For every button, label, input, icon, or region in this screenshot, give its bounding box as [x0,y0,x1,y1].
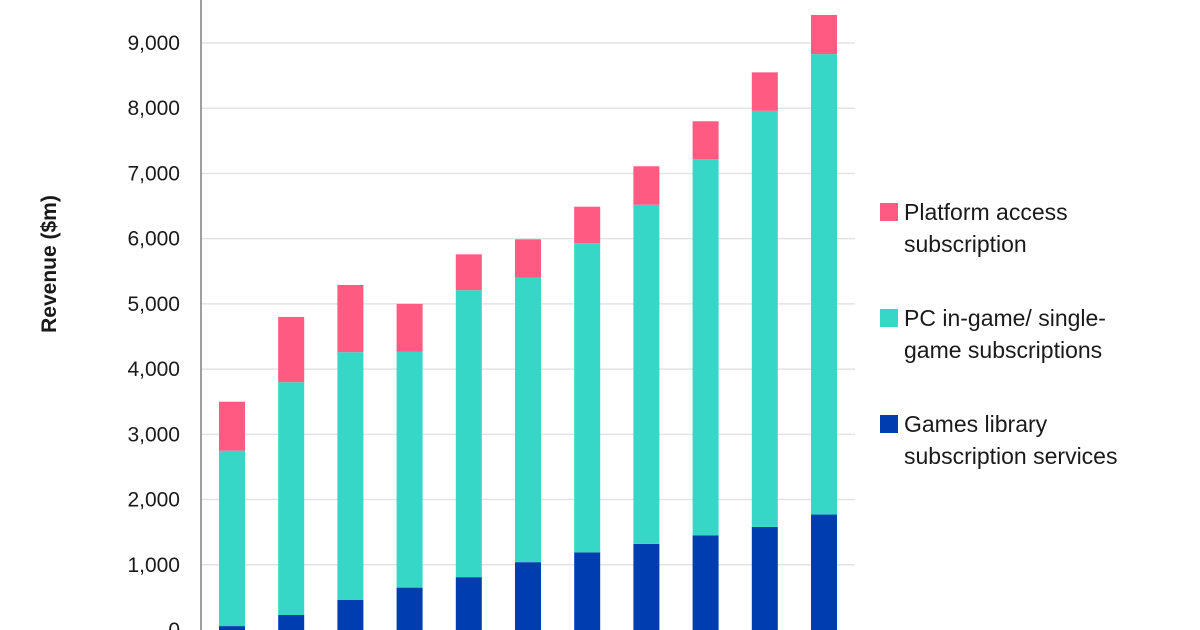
bar-segment-series-0-col-10 [811,514,837,630]
bar-segment-series-0-col-1 [278,614,305,630]
bar-segment-series-1-col-2 [337,352,364,600]
legend-item-pc-in-game: PC in-game/ single- game subscriptions [880,302,1190,366]
bar-segment-series-2-col-6 [574,206,601,244]
bar-segment-series-1-col-1 [278,382,305,615]
bar-segment-series-2-col-0 [219,401,245,451]
bar-segment-series-2-col-3 [396,303,423,352]
y-tick-label: 6,000 [127,228,180,251]
bar-segment-series-1-col-3 [396,351,423,588]
legend-label-line: PC in-game/ single- [904,305,1106,331]
bar-segment-series-1-col-6 [574,243,601,553]
bar-segment-series-0-col-4 [455,577,482,630]
y-tick-label: 5,000 [127,293,180,316]
legend-label-line: game subscriptions [904,337,1103,363]
legend-swatch-pc-in-game [880,309,898,327]
legend-item-games-library: Games library subscription services [880,408,1190,472]
y-tick-label: 3,000 [127,423,180,446]
legend-label-line: Platform access [904,199,1068,225]
legend: Platform access subscription PC in-game/… [880,196,1190,514]
bar-segment-series-2-col-7 [633,166,660,205]
bar-segment-series-0-col-5 [515,562,541,630]
y-tick-label: 2,000 [127,489,180,512]
y-tick-label: 9,000 [127,32,180,55]
bar-segment-series-1-col-4 [455,290,482,578]
bar-segment-series-2-col-8 [692,121,719,160]
bar-segment-series-1-col-10 [811,54,837,515]
bar-segment-series-2-col-2 [337,284,364,353]
bar-segment-series-0-col-8 [692,535,719,630]
bar-segment-series-1-col-7 [633,204,660,544]
y-axis-ticks: 0 1,000 2,000 3,000 4,000 5,000 6,000 7,000 8,00… [127,32,180,630]
bar-segment-series-0-col-9 [751,526,778,630]
legend-label-line: subscription services [904,443,1118,469]
y-tick-label: 7,000 [127,162,180,185]
legend-swatch-games-library [880,415,898,433]
bar-segment-series-2-col-4 [455,254,482,291]
y-axis-label: Revenue ($m) [38,195,61,333]
bar-segment-series-2-col-9 [751,72,778,111]
bar-segment-series-0-col-3 [396,587,423,630]
bar-segment-series-1-col-0 [219,450,245,627]
bar-segment-series-0-col-0 [219,626,245,630]
bars [219,14,837,630]
y-tick-label: 1,000 [127,554,180,577]
bar-segment-series-0-col-2 [337,599,364,630]
bar-segment-series-2-col-1 [278,316,305,383]
bar-segment-series-1-col-5 [515,277,541,563]
bar-segment-series-2-col-5 [515,239,541,278]
legend-label-line: Games library [904,411,1048,437]
y-tick-label: 4,000 [127,358,180,381]
bar-segment-series-0-col-7 [633,543,660,630]
y-tick-label: 8,000 [127,97,180,120]
bar-segment-series-0-col-6 [574,552,601,630]
legend-label-line: subscription [904,231,1027,257]
legend-swatch-platform-access [880,203,898,221]
legend-item-platform-access: Platform access subscription [880,196,1190,260]
bar-segment-series-2-col-10 [811,14,837,55]
y-tick-label: 0 [168,619,180,630]
bar-segment-series-1-col-9 [751,110,778,527]
bar-segment-series-1-col-8 [692,159,719,536]
